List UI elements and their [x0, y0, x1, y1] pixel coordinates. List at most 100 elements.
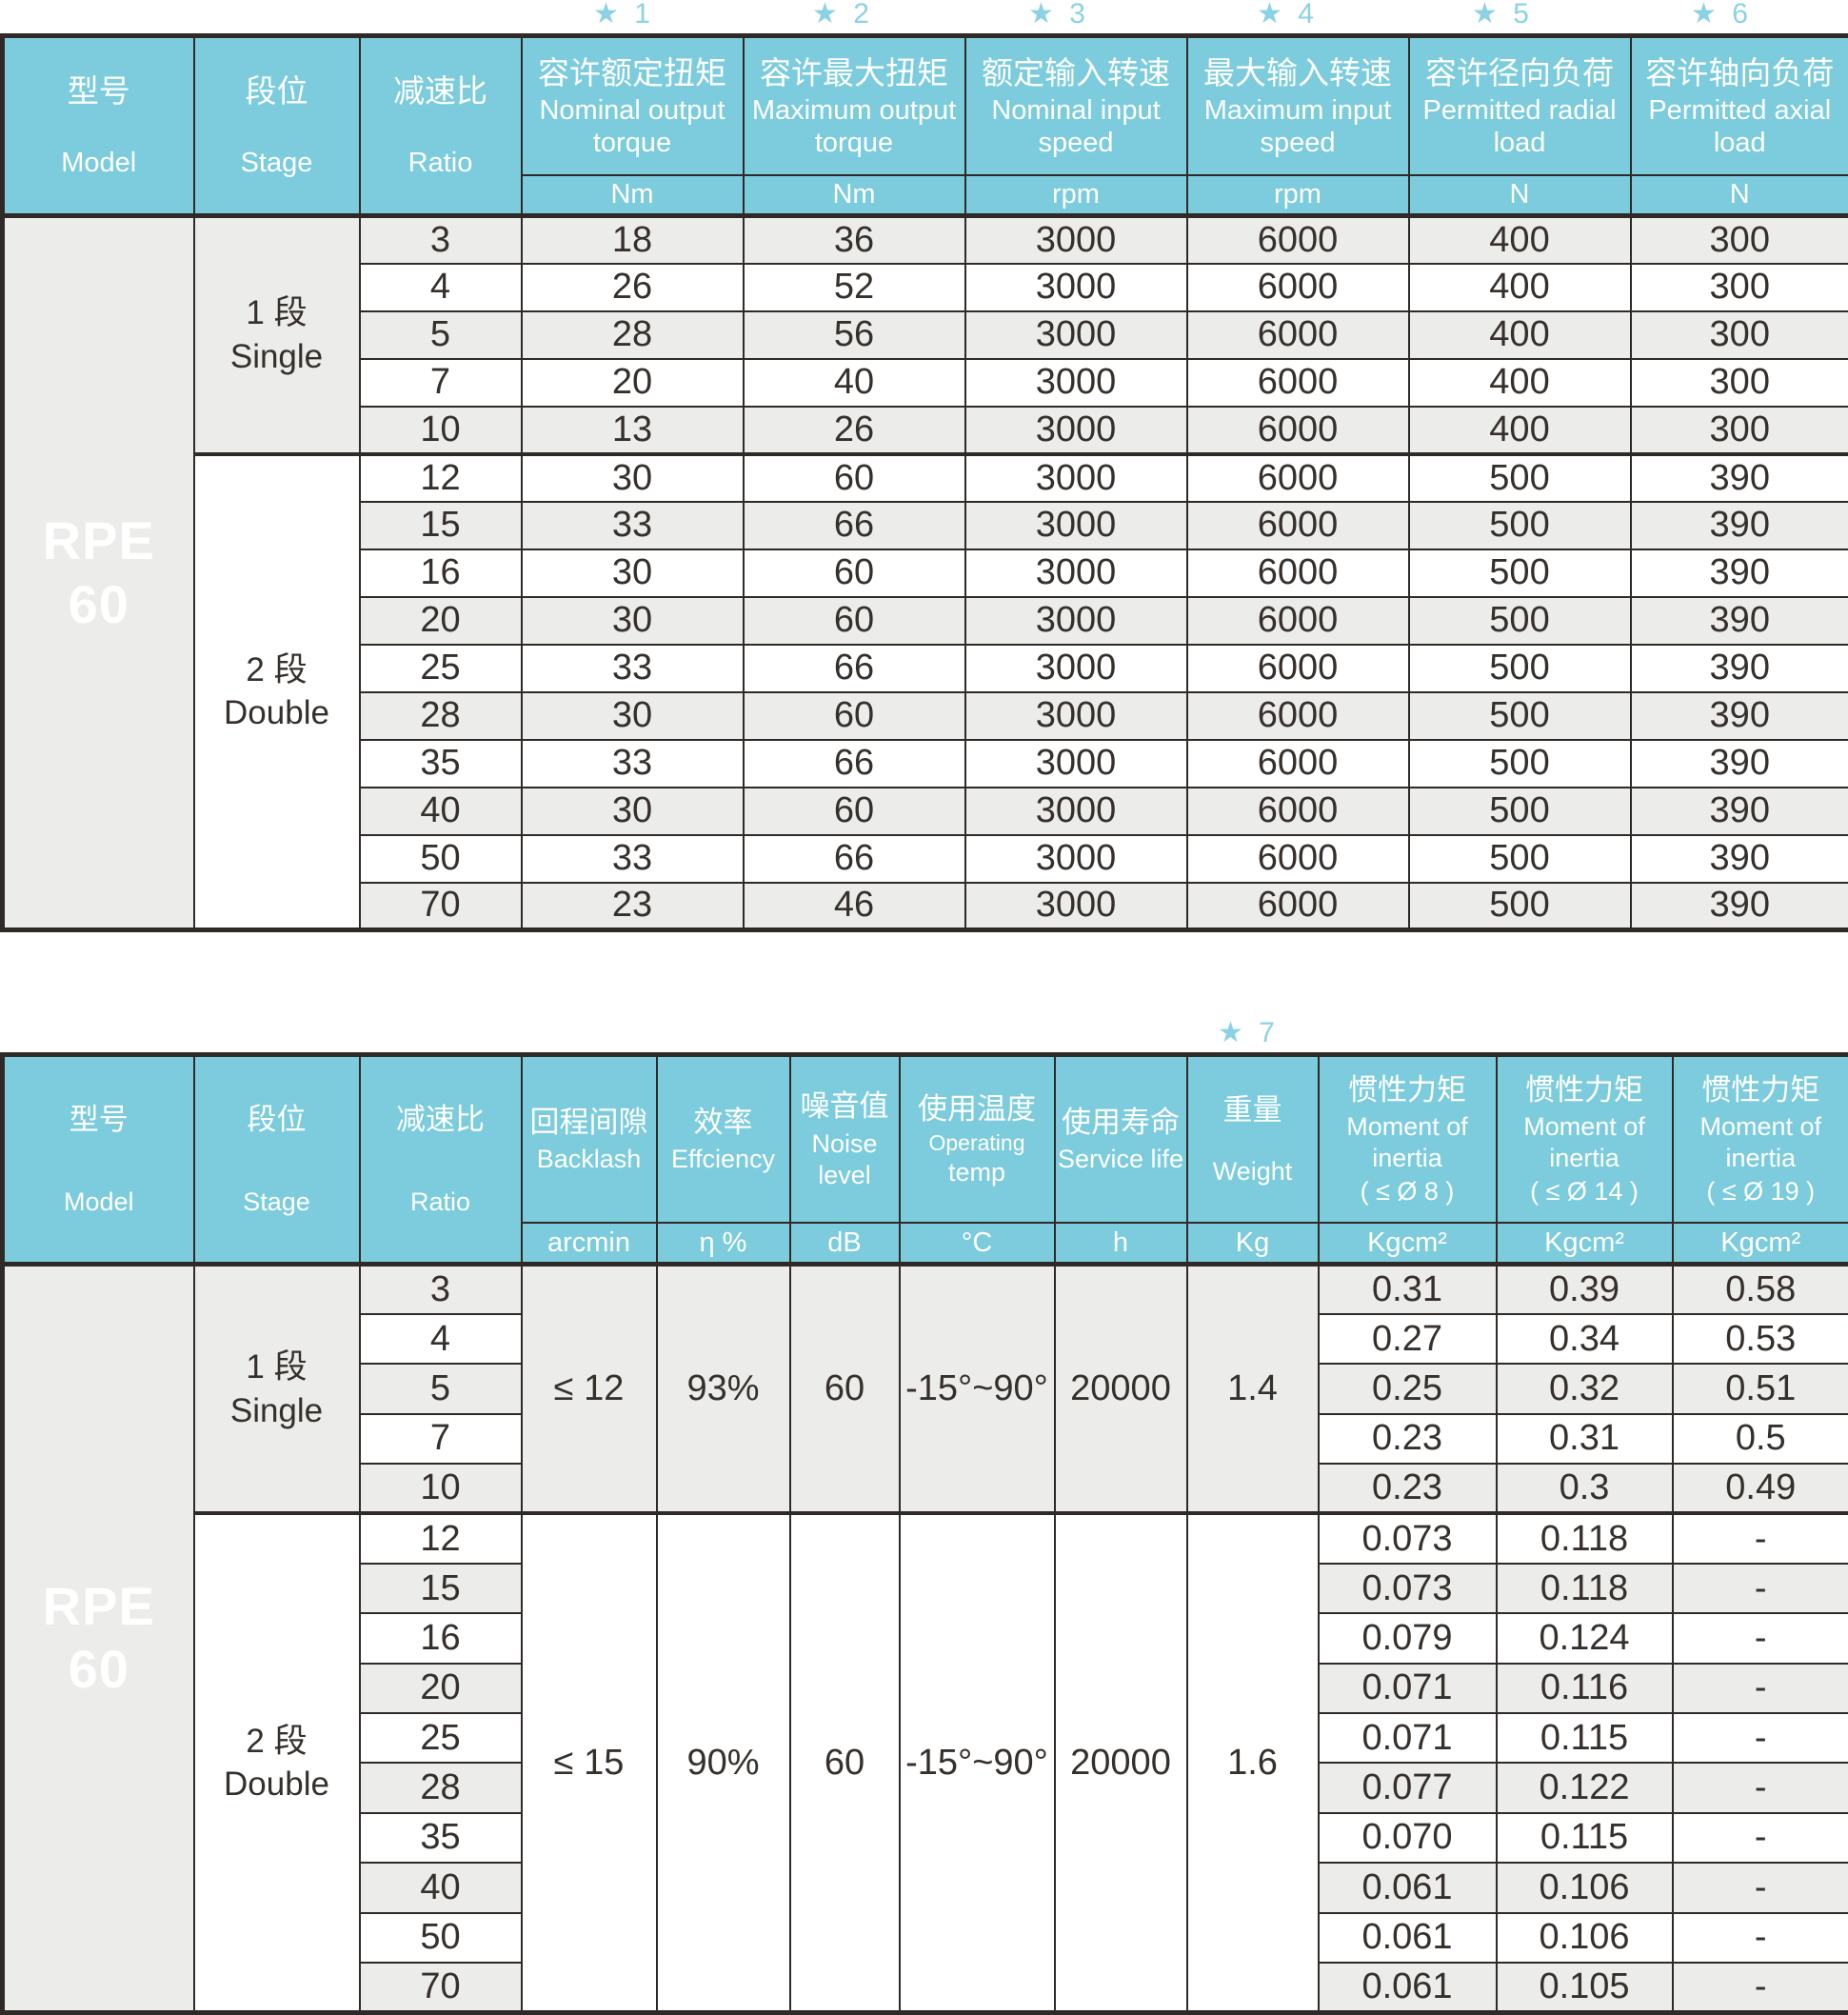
nominal-output-torque-cell: 30 [522, 788, 744, 835]
header-zh: 使用温度 [918, 1091, 1036, 1128]
permitted-radial-load-cell: 500 [1409, 454, 1631, 502]
inertia-d8-cell: 0.070 [1319, 1813, 1497, 1863]
nominal-input-speed-cell: 3000 [965, 216, 1187, 264]
star-note-6: ★ 6 [1691, 0, 1752, 30]
permitted-radial-load-cell: 500 [1409, 549, 1631, 597]
header-en: Nominal input speed [966, 95, 1186, 159]
header-zh: 效率 [694, 1105, 753, 1142]
model-header-zh: 型号 [70, 1102, 129, 1139]
permitted-axial-load-cell: 390 [1631, 740, 1848, 788]
inertia-d19-cell: - [1673, 1613, 1848, 1663]
inertia-d14-cell: 0.116 [1497, 1664, 1673, 1713]
ratio-cell: 20 [360, 1664, 522, 1713]
star-note-7: ★ 7 [1218, 1016, 1279, 1049]
inertia-d8-cell: 0.077 [1319, 1763, 1497, 1812]
permitted-radial-load-cell: 500 [1409, 597, 1631, 645]
permitted-axial-load-cell: 390 [1631, 835, 1848, 883]
permitted-radial-load-cell: 500 [1409, 740, 1631, 788]
ratio-cell: 5 [360, 1364, 522, 1413]
permitted-radial-load-cell: 400 [1409, 407, 1631, 454]
unit-n: N [1409, 175, 1631, 215]
weight-cell: 1.6 [1187, 1513, 1319, 2012]
permitted-radial-load-cell: 500 [1409, 788, 1631, 835]
ratio-header-zh: 减速比 [393, 71, 487, 110]
stage-column-header: 段位 Stage [194, 1055, 360, 1265]
header-en: Moment of inertia [1320, 1111, 1496, 1173]
inertia-d19-cell: - [1673, 1813, 1848, 1863]
star-note-4: ★ 4 [1257, 0, 1318, 30]
ratio-cell: 50 [360, 835, 522, 883]
model-name-line1: RPE [5, 1575, 193, 1638]
nominal-input-speed-cell: 3000 [965, 407, 1187, 454]
header-en: Noise level [791, 1128, 899, 1190]
inertia-d14-cell: 0.122 [1497, 1763, 1673, 1812]
torque-speed-load-table: 型号 Model 段位 Stage 减速比 Ratio 容许额定扭矩 [0, 33, 1848, 932]
header-zh: 噪音值 [801, 1088, 889, 1126]
ratio-header-zh: 减速比 [396, 1102, 485, 1139]
inertia-d8-cell: 0.073 [1319, 1564, 1497, 1613]
ratio-cell: 25 [360, 645, 522, 692]
backlash-cell: ≤ 12 [522, 1265, 657, 1514]
star-note-5: ★ 5 [1472, 0, 1533, 30]
nominal-input-speed-cell: 3000 [965, 264, 1187, 311]
inertia-d8-cell: 0.061 [1319, 1863, 1497, 1912]
inertia-d19-cell: 0.51 [1673, 1364, 1848, 1413]
star-note-2: ★ 2 [812, 0, 873, 30]
ratio-cell: 16 [360, 549, 522, 597]
noise-level-cell: 60 [790, 1513, 900, 2012]
header-zh: 额定输入转速 [982, 53, 1170, 92]
maximum-input-speed-cell: 6000 [1187, 407, 1409, 454]
col-header-maximum-output-torque: 容许最大扭矩 Maximum output torque [744, 36, 965, 176]
maximum-input-speed-cell: 6000 [1187, 835, 1409, 883]
maximum-output-torque-cell: 60 [744, 549, 965, 597]
permitted-axial-load-cell: 390 [1631, 883, 1848, 930]
maximum-input-speed-cell: 6000 [1187, 311, 1409, 359]
header-en: Permitted radial load [1410, 95, 1630, 159]
permitted-radial-load-cell: 400 [1409, 264, 1631, 311]
header-zh: 最大输入转速 [1203, 53, 1392, 92]
inertia-d8-cell: 0.23 [1319, 1464, 1497, 1513]
weight-cell: 1.4 [1187, 1265, 1319, 1514]
tables-gap [0, 932, 1848, 999]
ratio-cell: 20 [360, 597, 522, 645]
ratio-cell: 12 [360, 1513, 522, 1563]
inertia-d8-cell: 0.23 [1319, 1414, 1497, 1464]
ratio-cell: 7 [360, 359, 522, 407]
nominal-output-torque-cell: 23 [522, 883, 744, 930]
nominal-output-torque-cell: 33 [522, 502, 744, 549]
header-shaft-range: ( ≤ Ø 14 ) [1530, 1176, 1639, 1207]
header-en: Backlash [537, 1144, 642, 1174]
inertia-d19-cell: 0.58 [1673, 1265, 1848, 1314]
nominal-input-speed-cell: 3000 [965, 454, 1187, 502]
maximum-input-speed-cell: 6000 [1187, 740, 1409, 788]
header-en: Nominal output torque [523, 95, 743, 159]
unit-n: N [1631, 175, 1848, 215]
inertia-d8-cell: 0.25 [1319, 1364, 1497, 1413]
nominal-input-speed-cell: 3000 [965, 549, 1187, 597]
permitted-radial-load-cell: 500 [1409, 692, 1631, 740]
inertia-d14-cell: 0.124 [1497, 1613, 1673, 1663]
ratio-cell: 35 [360, 1813, 522, 1863]
service-life-cell: 20000 [1055, 1265, 1187, 1514]
table2-header: 型号 Model 段位 Stage 减速比 Ratio 回程间隙 B [3, 1055, 1848, 1265]
model-name-line2: 60 [5, 1638, 193, 1701]
permitted-axial-load-cell: 390 [1631, 454, 1848, 502]
maximum-input-speed-cell: 6000 [1187, 216, 1409, 264]
inertia-d14-cell: 0.3 [1497, 1464, 1673, 1513]
inertia-d14-cell: 0.31 [1497, 1414, 1673, 1464]
inertia-d19-cell: - [1673, 1913, 1848, 1963]
model-column-header: 型号 Model [3, 1055, 194, 1265]
maximum-output-torque-cell: 66 [744, 740, 965, 788]
col-header-noise-level: 噪音值 Noise level [790, 1055, 900, 1224]
stage-label-en: Double [195, 691, 359, 735]
col-header-inertia-d19: 惯性力矩 Moment of inertia ( ≤ Ø 19 ) [1673, 1055, 1848, 1224]
nominal-output-torque-cell: 30 [522, 692, 744, 740]
header-zh: 容许额定扭矩 [538, 53, 726, 92]
col-header-inertia-d14: 惯性力矩 Moment of inertia ( ≤ Ø 14 ) [1497, 1055, 1673, 1224]
